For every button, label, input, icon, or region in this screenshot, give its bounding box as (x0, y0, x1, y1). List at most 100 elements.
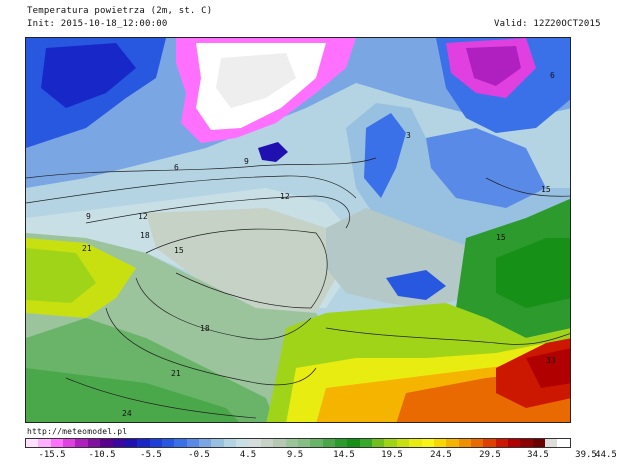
legend-swatch (199, 439, 212, 447)
legend-swatch (149, 439, 162, 447)
legend-swatch (359, 439, 373, 447)
contour-label: 15 (541, 185, 551, 194)
legend-tick-label: 9.5 (286, 450, 304, 460)
legend-ticks: -15.5 -10.5 -5.5 -0.5 4.5 9.5 14.5 19.5 24.5 29.5… (25, 450, 616, 462)
legend-swatch (446, 439, 459, 447)
isotherm-east (485, 177, 570, 197)
deep-green-southwest (26, 368, 240, 422)
legend-swatch (396, 439, 410, 447)
legend-swatch (297, 439, 311, 447)
legend-tick-label: 34.5 (527, 450, 549, 460)
legend-swatch (310, 439, 323, 447)
legend-swatch (520, 439, 533, 447)
legend-swatch (433, 439, 447, 447)
isotherm-15 (145, 228, 328, 309)
siberia-purple (466, 46, 521, 86)
contour-labels: 6 9 9 12 12 15 18 18 21 21 24 15 15 33 6… (82, 71, 556, 418)
legend-swatch (334, 439, 348, 447)
valid-time: Valid: 12Z20OCT2015 (494, 19, 601, 29)
legend-swatch (161, 439, 175, 447)
legend-tick-label: 39.5 (575, 450, 597, 460)
east-deep-green (496, 238, 570, 308)
contour-label: 33 (546, 356, 556, 365)
legend-swatch (458, 439, 471, 447)
legend-tick-label: 19.5 (381, 450, 403, 460)
contour-label: 15 (496, 233, 506, 242)
isotherms (26, 157, 570, 419)
legend-swatch (384, 439, 397, 447)
legend-swatch (372, 439, 385, 447)
legend-swatch (285, 439, 298, 447)
legend-swatch (26, 439, 39, 447)
legend-swatch (174, 439, 187, 447)
isotherm-12 (85, 195, 351, 229)
contour-label: 9 (86, 212, 91, 221)
legend-tick-label: -15.5 (38, 450, 66, 460)
contour-label: 6 (174, 163, 179, 172)
legend-tick-label: -0.5 (188, 450, 210, 460)
legend-swatch (236, 439, 249, 447)
color-legend (25, 438, 571, 448)
legend-swatch (557, 439, 570, 447)
legend-swatch (75, 439, 88, 447)
source-url[interactable]: http://meteomodel.pl (27, 427, 128, 436)
isotherm-9 (26, 175, 357, 204)
contour-label: 12 (138, 212, 148, 221)
legend-swatch (63, 439, 76, 447)
legend-swatch (495, 439, 509, 447)
legend-tick-label: -10.5 (88, 450, 116, 460)
isotherm-med (325, 327, 570, 345)
contour-label: 6 (550, 71, 555, 80)
russia-cold (426, 128, 546, 208)
isotherm-18 (135, 277, 312, 340)
green-yellow-west (26, 248, 96, 303)
legend-swatch (421, 439, 434, 447)
legend-swatch (508, 439, 521, 447)
legend-swatch (347, 439, 360, 447)
legend-swatch (137, 439, 150, 447)
map-title: Temperatura powietrza (2m, st. C) (27, 6, 213, 16)
arabia-hottest (526, 348, 570, 388)
legend-tick-label: 44.5 (595, 450, 617, 460)
map-canvas: 6 9 9 12 12 15 18 18 21 21 24 15 15 33 6… (26, 38, 570, 422)
isotherm-24 (65, 377, 257, 419)
isotherm-6 (26, 157, 377, 179)
legend-swatch (409, 439, 422, 447)
contour-label: 3 (406, 131, 411, 140)
legend-swatch (223, 439, 237, 447)
contour-label: 15 (174, 246, 184, 255)
legend-swatch (532, 439, 546, 447)
contour-label: 21 (82, 244, 92, 253)
legend-swatch (273, 439, 286, 447)
scandinavia-mountains (364, 113, 406, 198)
contour-label: 9 (244, 157, 249, 166)
contour-label: 24 (122, 409, 132, 418)
legend-tick-label: 29.5 (479, 450, 501, 460)
cool-north-band (26, 38, 570, 188)
legend-tick-label: -5.5 (140, 450, 162, 460)
legend-swatch (50, 439, 64, 447)
legend-tick-label: 24.5 (430, 450, 452, 460)
legend-tick-label: 14.5 (333, 450, 355, 460)
legend-swatch (483, 439, 496, 447)
greenland-interior (216, 53, 296, 108)
cold-core-nw (41, 43, 136, 108)
legend-swatch (38, 439, 51, 447)
contour-label: 18 (200, 324, 210, 333)
contour-label: 12 (280, 192, 290, 201)
contour-label: 18 (140, 231, 150, 240)
central-europe (326, 208, 496, 308)
legend-swatch (211, 439, 224, 447)
alps-cold (386, 270, 446, 300)
legend-swatch (87, 439, 101, 447)
contour-label: 21 (171, 369, 181, 378)
legend-swatch (545, 439, 558, 447)
legend-swatch (124, 439, 138, 447)
legend-tick-label: 4.5 (239, 450, 257, 460)
isotherm-21 (105, 307, 317, 386)
init-time: Init: 2015-10-18_12:00:00 (27, 19, 168, 29)
legend-swatch (100, 439, 113, 447)
legend-swatch (470, 439, 484, 447)
atlantic-gray (146, 208, 336, 313)
legend-swatch (260, 439, 274, 447)
